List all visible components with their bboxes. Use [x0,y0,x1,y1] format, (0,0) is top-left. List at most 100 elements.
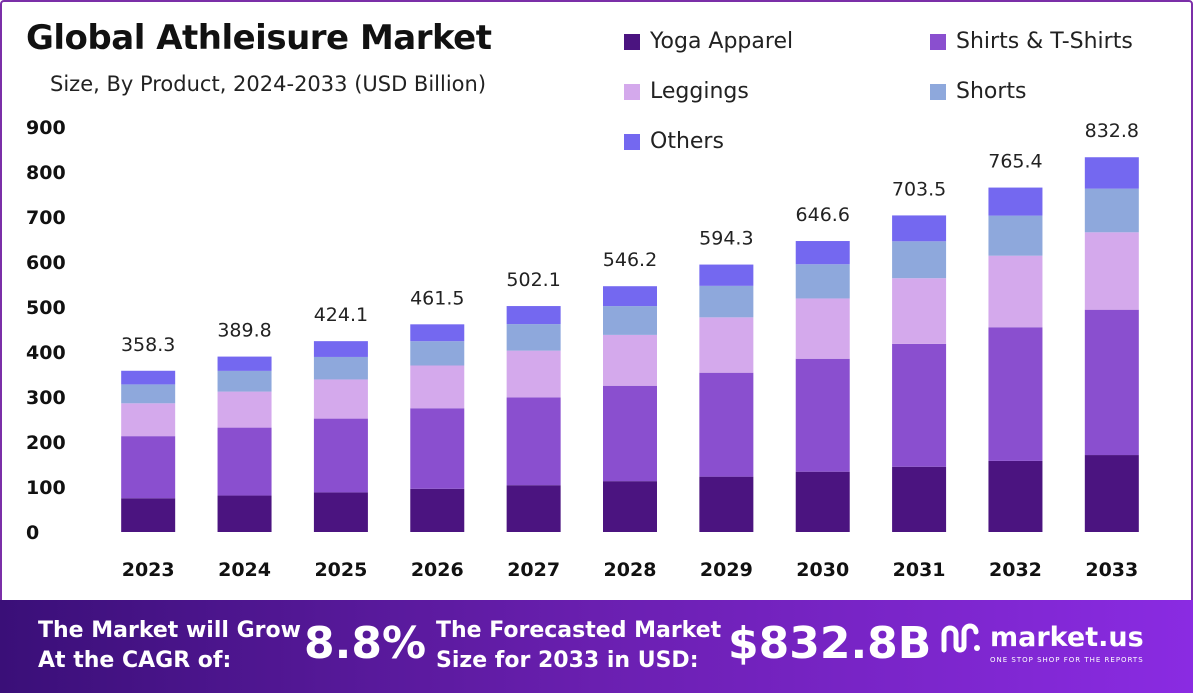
data-label-total: 358.3 [121,334,175,356]
bar-segment [506,397,561,486]
y-tick-label: 0 [26,522,39,544]
x-tick-label: 2031 [893,559,946,581]
bar-segment [1084,188,1139,233]
bar-segment [892,278,947,344]
x-tick-label: 2029 [700,559,753,581]
bar-segment [506,324,561,351]
forecast-label-line1: The Forecasted Market [436,618,722,643]
bar-segment [313,418,368,493]
bar-segment [217,391,272,428]
data-label-total: 502.1 [506,269,560,291]
bar-segment [1084,232,1139,310]
bar-segment [795,358,850,472]
bar-segment [217,370,272,392]
forecast-label-line2: Size for 2033 in USD: [436,648,699,673]
bar-segment [121,436,176,499]
bar-segment [699,264,754,286]
bar-segment [313,492,368,532]
y-tick-label: 900 [26,117,66,139]
bar-segment [506,350,561,398]
bar-segment [795,264,850,299]
bar-segment [892,215,947,242]
bar-segment [988,255,1043,328]
bar-segment [1084,455,1139,532]
cagr-label-line1: The Market will Grow [38,618,301,643]
bar-segment [699,372,754,477]
bar-segment [410,324,465,342]
market-us-logo-icon [941,623,980,653]
y-tick-label: 700 [26,207,66,229]
x-tick-label: 2027 [507,559,560,581]
brand-name: market.us [990,621,1144,653]
bar-segment [795,241,850,265]
y-tick-label: 600 [26,252,66,274]
stacked-bar-chart: 0 100 200 300 400 500 600 700 800 900 358.3 2023 389… [26,117,1139,581]
data-label-total: 765.4 [988,151,1042,173]
bar-segment [410,365,465,409]
bar-segment [795,471,850,532]
data-label-total: 424.1 [314,304,368,326]
bar-segment [121,384,176,404]
bar-segment [699,317,754,373]
forecast-value: $832.8B [728,618,932,669]
cagr-label-line2: At the CAGR of: [38,648,232,673]
data-label-total: 646.6 [796,204,850,226]
x-tick-label: 2032 [989,559,1042,581]
bar-segment [1084,157,1139,189]
chart-subtitle: Size, By Product, 2024-2033 (USD Billion… [50,72,487,96]
bar-segment [1084,309,1139,456]
bar-segment [410,488,465,532]
data-label-total: 389.8 [217,320,271,342]
bar-segment [313,379,368,419]
bar-segment [121,498,176,532]
y-tick-label: 400 [26,342,66,364]
data-label-total: 703.5 [892,178,946,200]
bar-segment [603,481,657,532]
bar-segment [892,466,947,532]
y-tick-label: 300 [26,387,66,409]
y-tick-label: 200 [26,432,66,454]
x-tick-label: 2033 [1085,559,1138,581]
data-label-total: 546.2 [603,249,657,271]
bar-segment [988,460,1043,532]
bar-segment [506,306,561,325]
bar-segment [313,356,368,380]
bar-segment [892,241,947,279]
brand-logo: market.us ONE STOP SHOP FOR THE REPORTS [940,620,1144,664]
x-tick-label: 2030 [796,559,849,581]
bar-segment [410,408,465,489]
data-label-total: 461.5 [410,287,464,309]
x-tick-label: 2028 [604,559,657,581]
bar-segment [988,187,1043,216]
bar-segment [892,343,947,467]
bar-segment [410,341,465,366]
x-tick-label: 2023 [122,559,175,581]
data-label-total: 832.8 [1085,120,1139,142]
x-tick-label: 2024 [218,559,271,581]
bar-segment [699,285,754,318]
bar-segment [506,485,561,532]
chart-title: Global Athleisure Market [26,18,492,58]
bar-segment [988,327,1043,461]
bar-segment [988,215,1043,256]
bar-segment [313,341,368,357]
bar-segment [121,403,176,437]
bar-segment [121,370,176,385]
bar-segment [217,495,272,532]
bar-segment [603,306,657,335]
data-label-total: 594.3 [699,228,753,250]
cagr-value: 8.8% [304,618,427,669]
bar-segment [603,334,657,386]
forecast-label: The Forecasted Market Size for 2033 in U… [436,616,721,676]
brand-tagline: ONE STOP SHOP FOR THE REPORTS [990,656,1144,664]
x-tick-label: 2026 [411,559,464,581]
bar-segment [217,356,272,371]
bar-segment [603,286,657,307]
y-tick-label: 500 [26,297,66,319]
bar-segment [217,427,272,496]
footer-banner: The Market will Grow At the CAGR of: 8.8… [0,600,1193,693]
bar-segment [795,298,850,359]
y-tick-label: 100 [26,477,66,499]
y-tick-label: 800 [26,162,66,184]
cagr-label: The Market will Grow At the CAGR of: [38,616,301,676]
